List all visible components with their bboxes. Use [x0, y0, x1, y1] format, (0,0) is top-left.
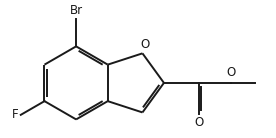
Text: O: O [194, 116, 203, 129]
Text: O: O [227, 66, 236, 79]
Text: Br: Br [70, 4, 83, 17]
Text: O: O [140, 38, 149, 51]
Text: F: F [12, 108, 19, 121]
